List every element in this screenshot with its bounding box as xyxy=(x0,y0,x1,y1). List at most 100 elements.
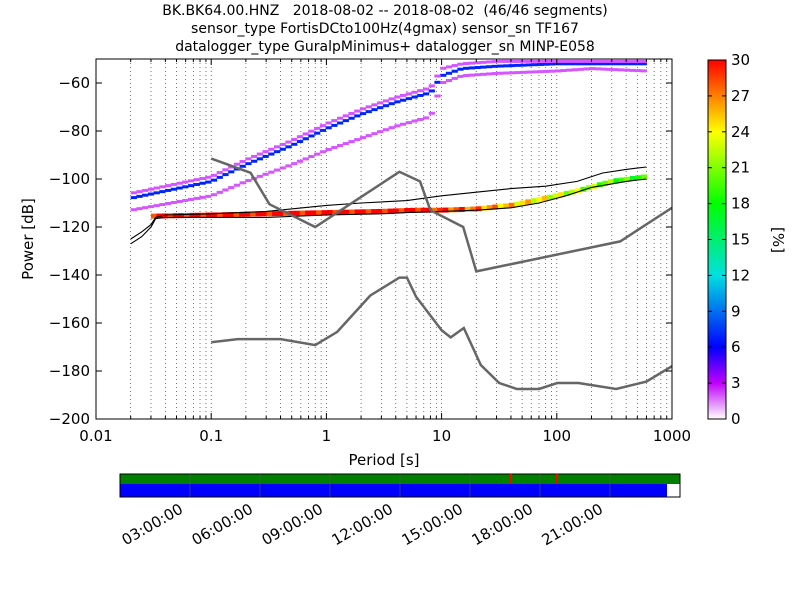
density-cell xyxy=(377,106,384,110)
density-cell xyxy=(216,190,223,194)
density-cell xyxy=(497,59,504,63)
density-cell xyxy=(503,64,510,68)
density-cell xyxy=(574,188,581,194)
y-tick-label: −100 xyxy=(49,170,90,188)
density-cell xyxy=(417,93,424,97)
density-cell xyxy=(316,210,323,216)
colorbar-tick-label: 6 xyxy=(731,338,741,356)
density-cell xyxy=(354,209,361,215)
density-cell xyxy=(571,59,579,63)
density-cell xyxy=(607,179,614,185)
density-cell xyxy=(165,184,172,188)
density-cell xyxy=(279,142,286,146)
density-cell xyxy=(319,150,327,154)
density-cell xyxy=(591,183,598,189)
density-cell xyxy=(147,187,155,191)
density-bands xyxy=(130,59,647,219)
curves xyxy=(130,157,672,391)
density-cell xyxy=(428,89,435,93)
density-cell xyxy=(409,207,416,213)
density-cell xyxy=(480,72,487,76)
density-cell xyxy=(411,90,418,94)
density-cell xyxy=(554,62,561,66)
density-cell xyxy=(170,187,178,191)
density-cell xyxy=(560,69,567,73)
density-cell xyxy=(554,59,561,63)
density-cell xyxy=(589,67,596,71)
density-cell xyxy=(210,173,218,177)
density-cell xyxy=(200,212,207,218)
density-cell xyxy=(589,62,596,66)
density-cell xyxy=(182,180,189,184)
density-cell xyxy=(428,111,435,115)
density-cell xyxy=(331,123,338,127)
density-cell xyxy=(319,124,327,128)
timeline-tick-label: 09:00:00 xyxy=(259,500,326,549)
density-cell xyxy=(394,95,401,99)
density-cell xyxy=(222,212,229,218)
density-cell xyxy=(600,67,607,71)
x-tick-label: 0.1 xyxy=(199,427,223,445)
density-cell xyxy=(382,104,390,108)
density-cell xyxy=(520,70,527,74)
density-cell xyxy=(285,140,292,144)
density-cell xyxy=(440,66,447,70)
density-cell xyxy=(268,147,275,151)
colorbar-tick-label: 12 xyxy=(731,266,750,284)
density-cell xyxy=(474,61,481,65)
density-cell xyxy=(377,101,384,105)
density-cell xyxy=(349,209,356,215)
density-cell xyxy=(474,73,481,77)
density-cell xyxy=(365,110,372,114)
density-cell xyxy=(583,59,590,63)
density-cell xyxy=(417,117,424,121)
density-cell xyxy=(187,184,195,188)
density-cell xyxy=(537,62,544,66)
density-cell xyxy=(434,94,441,98)
chart-title-line-3: datalogger_type GuralpMinimus+ datalogge… xyxy=(175,39,595,55)
density-cell xyxy=(365,209,372,215)
density-cell xyxy=(554,69,561,73)
timeline-tick-label: 06:00:00 xyxy=(189,500,256,549)
density-cell xyxy=(640,174,647,180)
density-cell xyxy=(262,172,269,176)
density-cell xyxy=(480,65,487,69)
density-cell xyxy=(342,114,349,118)
density-cell xyxy=(623,62,630,66)
density-cell xyxy=(342,142,349,146)
density-cell xyxy=(245,162,252,166)
density-cell xyxy=(415,207,422,213)
density-cell xyxy=(142,188,149,192)
density-cell xyxy=(617,59,625,63)
density-cell xyxy=(398,208,405,214)
density-cell xyxy=(514,71,521,75)
density-cell xyxy=(178,213,185,219)
density-cell xyxy=(431,207,438,213)
density-cell xyxy=(393,208,400,214)
density-cell xyxy=(348,140,355,144)
density-cell xyxy=(596,182,603,188)
density-cell xyxy=(530,198,537,204)
y-tick-label: −80 xyxy=(58,122,90,140)
timeline-tick-label: 21:00:00 xyxy=(539,500,606,549)
density-cell xyxy=(161,213,168,219)
density-cell xyxy=(153,204,160,208)
timeline-marks xyxy=(510,474,558,484)
colorbar-label: [%] xyxy=(769,227,787,253)
density-cell xyxy=(199,176,206,180)
density-cell xyxy=(342,119,349,123)
density-cell xyxy=(514,201,521,207)
density-cell xyxy=(308,155,315,159)
density-cell xyxy=(451,76,458,80)
density-cell xyxy=(336,121,344,125)
density-cell xyxy=(388,97,395,101)
density-cell xyxy=(187,179,195,183)
density-cell xyxy=(310,210,317,216)
density-cell xyxy=(514,63,521,67)
low-noise-model-curve xyxy=(211,276,672,391)
density-cell xyxy=(261,211,268,217)
density-cell xyxy=(440,81,447,85)
density-cell xyxy=(422,116,430,120)
density-cell xyxy=(371,132,378,136)
density-cell xyxy=(422,92,430,96)
